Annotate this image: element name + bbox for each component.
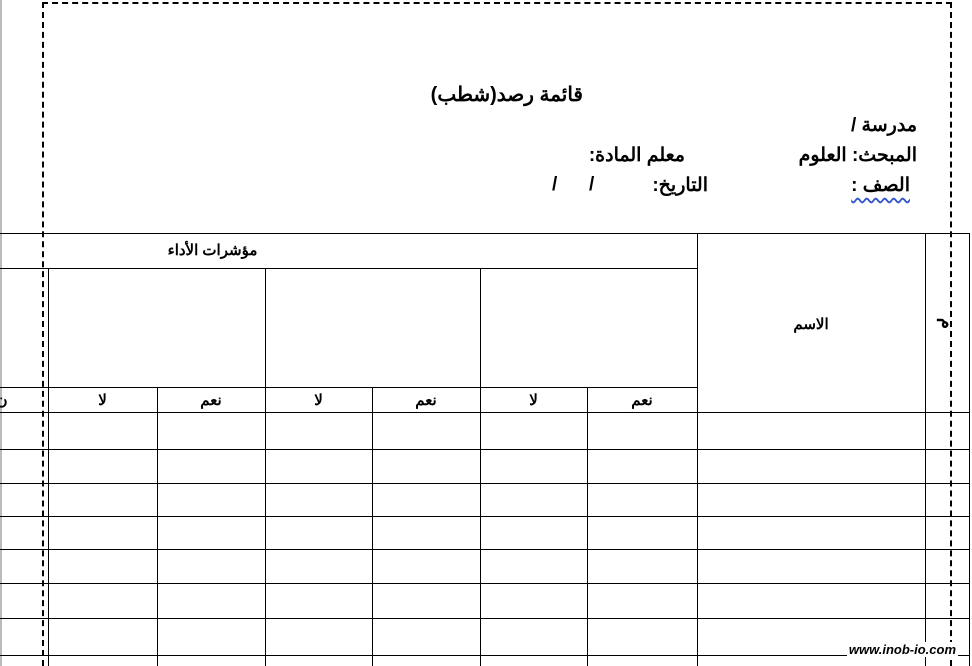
name-header: الاسم [793, 316, 829, 333]
yes-label-3: نعم [631, 392, 653, 409]
cut-off-label: ن [0, 392, 8, 409]
class-label: الصف : [851, 175, 910, 196]
margin-left [42, 2, 44, 666]
number-header: م [937, 317, 958, 330]
teacher-label: معلم المادة: [588, 145, 685, 166]
date-label: التاريخ: [652, 175, 708, 196]
indicators-header: مؤشرات الأداء [167, 242, 258, 259]
margin-top [42, 2, 952, 4]
no-label-2: لا [314, 392, 323, 409]
margin-right [950, 2, 952, 666]
school-label: مدرسة / [851, 115, 917, 136]
document-title: قائمة رصد(شطب) [430, 84, 583, 106]
page-left-edge [0, 0, 2, 666]
no-label-3: لا [529, 392, 538, 409]
watermark-link[interactable]: www.inob-io.com [846, 642, 958, 657]
yes-label-2: نعم [415, 392, 437, 409]
subject-label: المبحث: العلوم [798, 145, 917, 166]
date-value: / / [552, 174, 595, 195]
no-label-1: لا [98, 392, 107, 409]
yes-label-1: نعم [200, 392, 222, 409]
